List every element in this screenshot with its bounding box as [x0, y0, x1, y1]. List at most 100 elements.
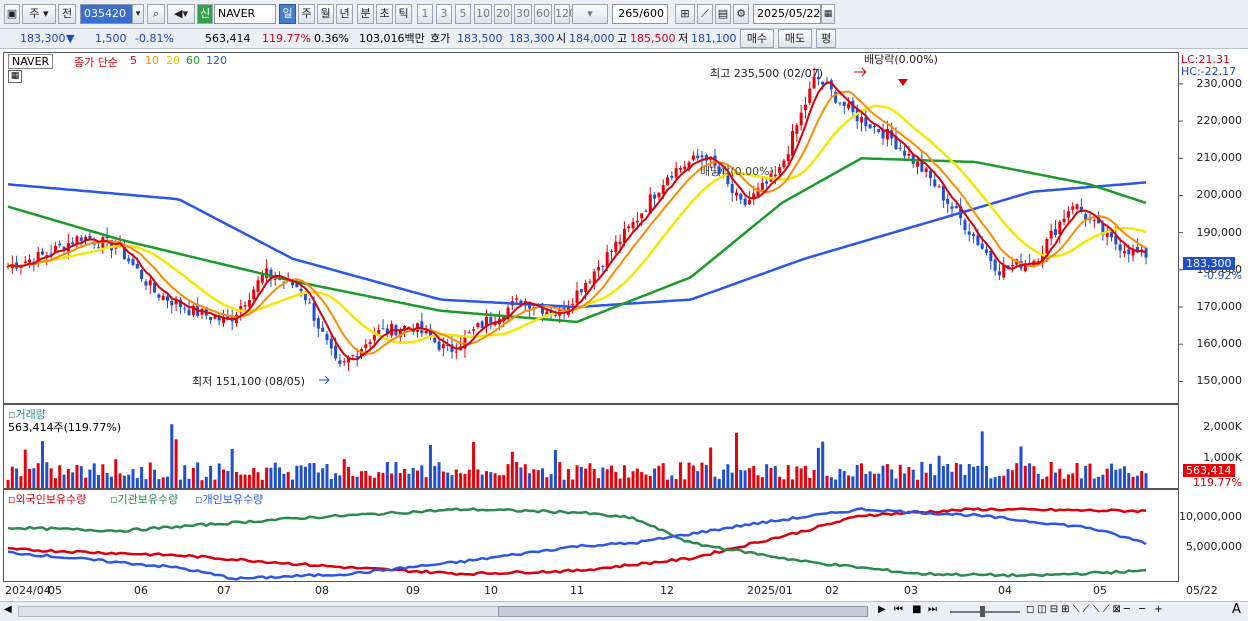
volume-title: ▫거래량 — [8, 408, 46, 421]
indiv-title-text: 개인보유수량 — [202, 493, 264, 506]
x-label-05-22: 05/22 — [1186, 584, 1218, 597]
search-icon[interactable]: ⌕ — [147, 4, 165, 24]
minute-30[interactable]: 30 — [514, 4, 532, 24]
stock-code-input[interactable]: 035420 — [80, 4, 144, 24]
price-tick-label: 170,000 — [1196, 300, 1243, 314]
scroll-bar: ◀ ▶ ⏮ ■ ⏭ ◻◫⊟⊞⟍⟋⟍⟋⊠─ ─ + A — [0, 601, 1248, 621]
custom-period-select[interactable]: ▾ — [572, 4, 608, 24]
sell-button[interactable]: 매도 — [778, 29, 812, 48]
rewind-icon[interactable]: ⏮ — [894, 604, 903, 615]
minute-120[interactable]: 120 — [554, 4, 576, 24]
eval-button[interactable]: 평 — [816, 29, 836, 48]
change-amount: 1,500 — [95, 32, 127, 45]
open-price: 184,000 — [569, 32, 615, 45]
price-tick-label: 160,000 — [1196, 337, 1243, 351]
ask-price: 183,500 — [457, 32, 503, 45]
minute-3[interactable]: 3 — [436, 4, 452, 24]
price-tick-label: 190,000 — [1196, 225, 1243, 239]
legend-ma10: 10 — [145, 54, 159, 67]
x-label-03: 03 — [904, 584, 918, 597]
x-label-09: 09 — [406, 584, 420, 597]
legend-ma20: 20 — [166, 54, 180, 67]
period-day[interactable]: 일 — [279, 4, 296, 24]
price-tick-label: 230,000 — [1196, 76, 1243, 90]
stop-icon[interactable]: ■ — [912, 604, 922, 615]
period-tick[interactable]: 틱 — [395, 4, 412, 24]
legend-ma5: 5 — [130, 54, 137, 67]
x-label-05b: 05 — [1093, 584, 1107, 597]
code-dropdown-icon[interactable]: ▾ — [132, 4, 144, 24]
dividend-annotation-2: 배당락(0.00%) — [700, 165, 774, 178]
minute-10[interactable]: 10 — [474, 4, 492, 24]
gear-icon[interactable]: ⚙ — [733, 4, 749, 24]
table-icon[interactable]: ▦ — [8, 70, 22, 83]
zoom-slider[interactable] — [950, 611, 1020, 613]
x-label-04: 04 — [998, 584, 1012, 597]
period-minute[interactable]: 분 — [357, 4, 374, 24]
scroll-left-icon[interactable]: ◀ — [4, 604, 12, 615]
display-count-field[interactable]: 265/600 — [612, 4, 668, 24]
scroll-thumb[interactable] — [498, 606, 868, 617]
x-label-08: 08 — [315, 584, 329, 597]
x-label-2024-04: 2024/04 — [5, 584, 51, 597]
trade-amount: 103,016백만 — [359, 32, 425, 45]
minute-60[interactable]: 60 — [534, 4, 552, 24]
grid-icon[interactable]: ⊞ — [675, 4, 695, 24]
period-second[interactable]: 초 — [376, 4, 393, 24]
price-panel[interactable] — [3, 52, 1179, 404]
holding-title-inst: ▫기관보유수량 — [110, 493, 179, 506]
dividend-annotation-1: 배당락(0.00%) — [864, 53, 938, 66]
lc-value: LC:21.31 — [1181, 53, 1231, 66]
calendar-icon[interactable]: ▦ — [821, 4, 835, 24]
volume-value: 563,414 — [205, 32, 251, 45]
speaker-icon[interactable]: ◀▾ — [167, 4, 195, 24]
period-prefix-select[interactable]: 주 ▾ — [22, 4, 56, 24]
scroll-right-icon[interactable]: ▶ — [878, 604, 886, 615]
inst-title-text: 기관보유수량 — [117, 493, 179, 506]
x-label-11: 11 — [570, 584, 584, 597]
date-input[interactable]: 2025/05/22 — [753, 4, 821, 24]
stock-name-field[interactable]: NAVER — [214, 4, 276, 24]
hold-tick-5m: 5,000,000 — [1186, 540, 1242, 553]
zoom-handle[interactable] — [980, 606, 985, 617]
high-annotation: 최고 235,500 (02/07) — [710, 67, 824, 80]
buy-button[interactable]: 매수 — [740, 29, 774, 48]
window-icon[interactable]: ▣ — [4, 4, 20, 24]
holding-panel[interactable] — [3, 489, 1179, 582]
total-value: 600 — [643, 7, 664, 20]
low-annotation: 최저 151,100 (08/05) — [192, 375, 306, 388]
price-tick-label: 220,000 — [1196, 114, 1243, 128]
vol-tick-2000k: 2,000K — [1203, 420, 1242, 433]
period-month[interactable]: 월 — [317, 4, 334, 24]
low-label: 저 — [678, 32, 689, 45]
high-price: 185,500 — [630, 32, 676, 45]
open-label: 시 — [556, 32, 567, 45]
hoga-label: 호가 — [430, 32, 451, 45]
minute-5[interactable]: 5 — [455, 4, 471, 24]
x-label-06: 06 — [134, 584, 148, 597]
current-price: 183,300 — [20, 32, 66, 45]
x-label-12: 12 — [660, 584, 674, 597]
period-week[interactable]: 주 — [298, 4, 315, 24]
volume-value-label: 563,414주(119.77%) — [8, 421, 122, 434]
price-tick-label: 200,000 — [1196, 188, 1243, 202]
minute-20[interactable]: 20 — [494, 4, 512, 24]
last-price-tag: 183,300 — [1183, 257, 1235, 270]
period-year[interactable]: 년 — [336, 4, 353, 24]
line-tool-icon[interactable]: ⟋ — [697, 4, 713, 24]
volume-last-pct: 119.77% — [1193, 476, 1242, 489]
volume-panel[interactable] — [3, 404, 1179, 489]
low-price: 181,100 — [691, 32, 737, 45]
main-toolbar: ▣ 주 ▾ 전 035420 ▾ ⌕ ◀▾ 신 NAVER 일 주 월 년 분 … — [0, 0, 1248, 29]
volume-ratio: 119.77% — [262, 32, 311, 45]
zoom-in-icon[interactable]: A — [1232, 602, 1241, 617]
legend-ma-title: 종가 단순 — [74, 56, 118, 69]
period-prefix-label: 주 — [29, 7, 40, 20]
prev-button[interactable]: 전 — [58, 4, 76, 24]
legend-stock-name[interactable]: NAVER — [8, 54, 54, 69]
forward-icon[interactable]: ⏭ — [928, 604, 937, 615]
save-icon[interactable]: ▤ — [715, 4, 731, 24]
price-tick-label: 150,000 — [1196, 374, 1243, 388]
minute-1[interactable]: 1 — [417, 4, 433, 24]
drawing-tools-icons[interactable]: ◻◫⊟⊞⟍⟋⟍⟋⊠─ ─ + — [1026, 604, 1166, 615]
